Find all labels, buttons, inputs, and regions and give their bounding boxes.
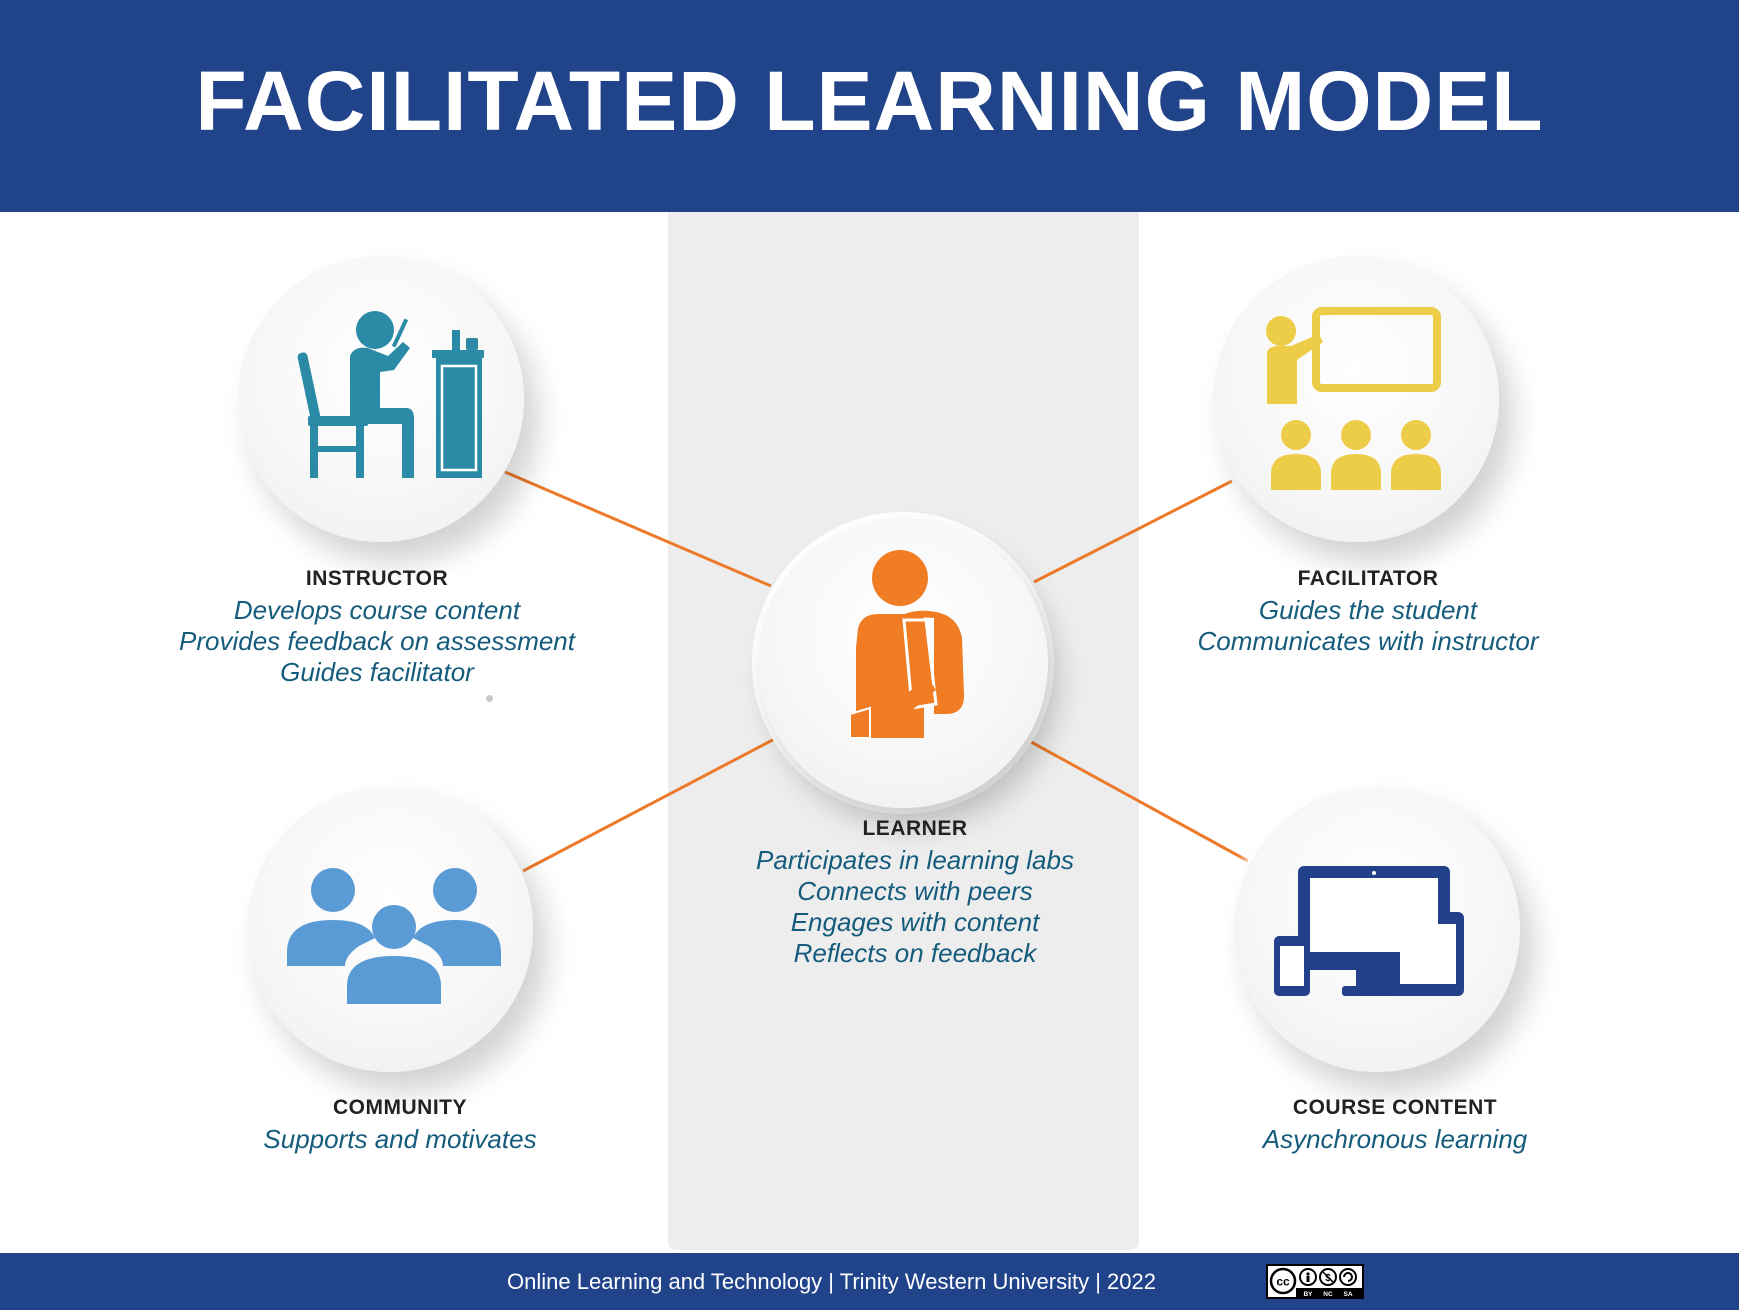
instructor-title: INSTRUCTOR — [305, 567, 449, 590]
header-banner: FACILITATED LEARNING MODEL — [0, 0, 1739, 212]
facilitator-desc-1: Guides the student — [1258, 595, 1478, 625]
learner-desc-1: Participates in learning labs — [756, 845, 1074, 875]
footer-credit: Online Learning and Technology | Trinity… — [507, 1268, 1156, 1294]
learner-label: LEARNER Participates in learning labs Co… — [665, 817, 1165, 969]
instructor-circle — [238, 256, 524, 542]
presenter-with-audience-icon — [1266, 307, 1441, 490]
student-with-backpack-icon — [849, 550, 964, 739]
course-content-title: COURSE CONTENT — [1292, 1096, 1498, 1119]
community-circle — [247, 786, 533, 1072]
course-content-desc-1: Asynchronous learning — [1262, 1124, 1528, 1154]
connector-facilitator — [1033, 479, 1233, 584]
cc-mark: cc — [1276, 1275, 1290, 1289]
group-of-people-icon — [287, 868, 501, 1004]
cc-license-icon: cc $ BY NC SA — [1268, 1266, 1362, 1298]
connector-community — [522, 732, 785, 873]
person-at-desk-icon — [297, 311, 484, 478]
stray-dot — [486, 695, 493, 702]
cc-term-sa: SA — [1343, 1291, 1352, 1297]
facilitator-title: FACILITATOR — [1297, 567, 1439, 590]
svg-text:$: $ — [1325, 1273, 1331, 1284]
cc-term-by: BY — [1303, 1291, 1313, 1297]
community-title: COMMUNITY — [333, 1096, 467, 1119]
cc-license-badge[interactable]: cc $ BY NC SA — [1266, 1264, 1364, 1299]
instructor-label: INSTRUCTOR Develops course content Provi… — [127, 567, 627, 688]
devices-icon — [1274, 866, 1464, 996]
learner-desc-3: Engages with content — [790, 907, 1040, 937]
facilitator-label: FACILITATOR Guides the student Communica… — [1118, 567, 1618, 657]
footer-banner: Online Learning and Technology | Trinity… — [0, 1253, 1739, 1310]
learner-title: LEARNER — [862, 817, 968, 840]
learner-circle — [758, 518, 1048, 808]
community-label: COMMUNITY Supports and motivates — [150, 1096, 650, 1155]
page-title: FACILITATED LEARNING MODEL — [195, 53, 1544, 148]
facilitator-circle — [1213, 256, 1499, 542]
connector-content — [1021, 735, 1249, 863]
community-desc-1: Supports and motivates — [263, 1124, 537, 1154]
instructor-desc-1: Develops course content — [233, 595, 521, 625]
connector-instructor — [504, 470, 772, 588]
course-content-circle — [1234, 786, 1520, 1072]
cc-term-nc: NC — [1323, 1291, 1333, 1297]
learner-desc-2: Connects with peers — [797, 876, 1033, 906]
course-content-label: COURSE CONTENT Asynchronous learning — [1145, 1096, 1645, 1155]
instructor-desc-2: Provides feedback on assessment — [179, 626, 575, 656]
facilitator-desc-2: Communicates with instructor — [1197, 626, 1539, 656]
instructor-desc-3: Guides facilitator — [280, 657, 474, 687]
learner-desc-4: Reflects on feedback — [793, 938, 1037, 968]
